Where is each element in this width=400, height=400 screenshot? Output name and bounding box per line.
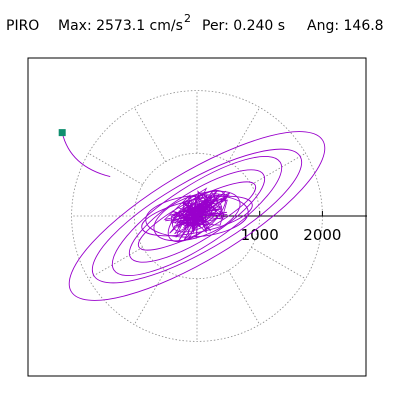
station-code: PIRO (6, 18, 40, 34)
orbit-core-tangle (163, 187, 231, 241)
grid-spoke-240 (133, 270, 166, 325)
grid-spoke-150 (88, 152, 143, 185)
grid-spoke-60 (228, 107, 261, 162)
start-marker (58, 129, 66, 137)
max-acceleration-label: Max: 2573.1 cm/s (58, 18, 183, 34)
period-label: Per: 0.240 s (202, 18, 286, 34)
radial-tick-label-1: 1000 (241, 226, 279, 244)
grid-spoke-120 (133, 107, 166, 162)
orbit-loop-3 (111, 155, 283, 277)
chart-header: PIRO Max: 2573.1 cm/s 2 Per: 0.240 s Ang… (0, 0, 400, 44)
orbit-loop-2 (91, 148, 303, 284)
orbit-loop-1 (68, 131, 326, 301)
plot-frame (27, 57, 367, 377)
grid-spoke-300 (228, 270, 261, 325)
units-superscript: 2 (184, 12, 191, 25)
orbit-loop-6 (141, 195, 253, 237)
grid-spoke-330 (251, 247, 306, 280)
orbit-loop-4 (128, 169, 266, 263)
radial-tick-label-2: 2000 (303, 226, 341, 244)
angle-label: Ang: 146.8 (307, 18, 384, 34)
orbit-start-segment (61, 132, 111, 178)
